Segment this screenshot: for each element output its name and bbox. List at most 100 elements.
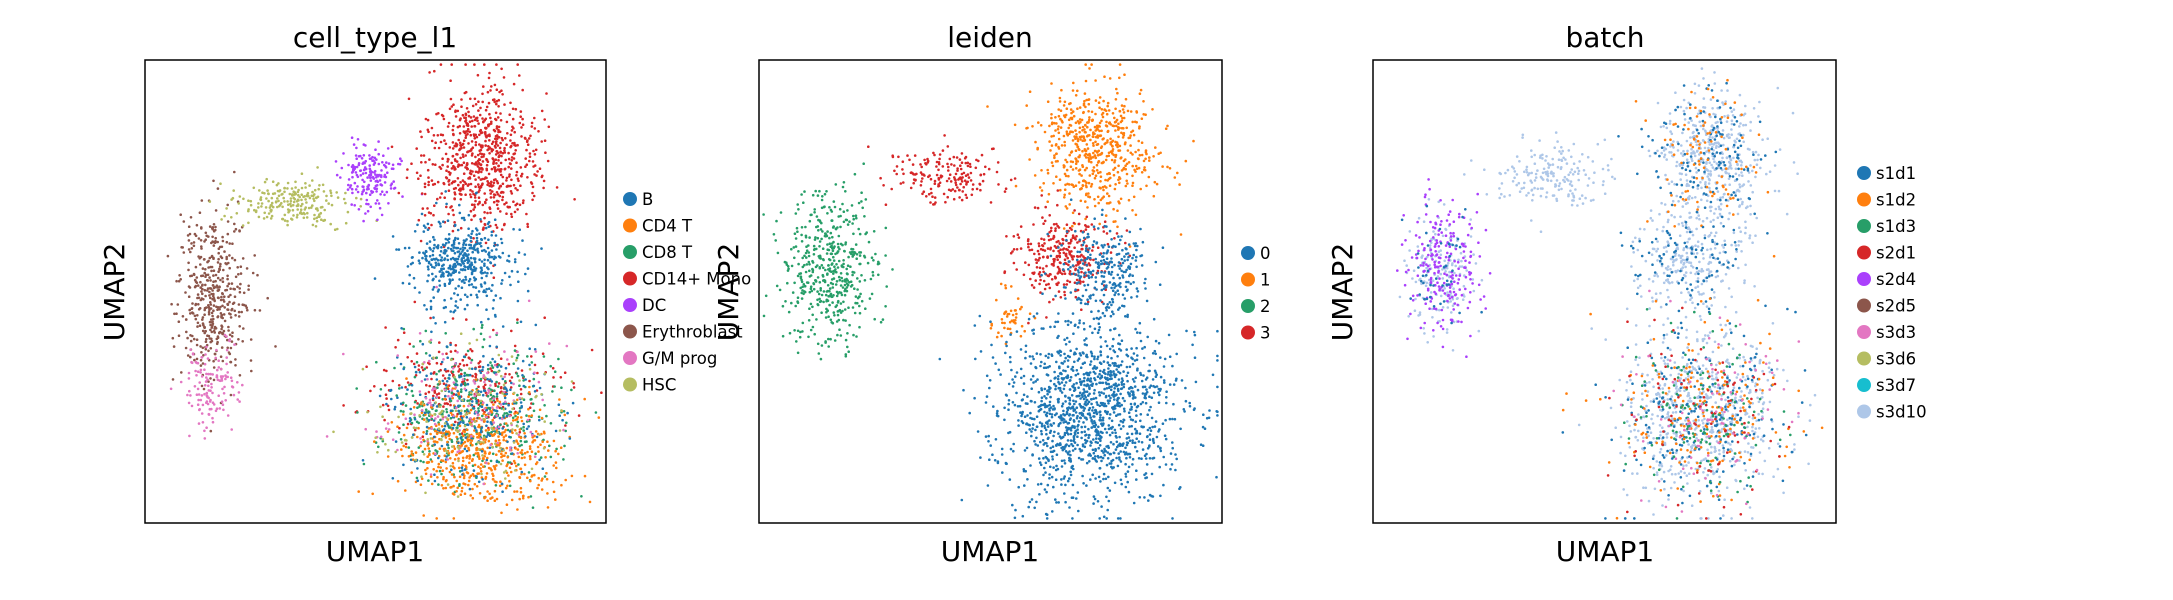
- data-point: [1144, 113, 1147, 116]
- data-point: [841, 185, 845, 189]
- data-point: [218, 265, 222, 268]
- data-point: [543, 139, 547, 142]
- data-point: [441, 157, 444, 160]
- data-point: [452, 414, 455, 418]
- data-point: [427, 274, 430, 277]
- data-point: [495, 150, 499, 153]
- data-point: [531, 185, 535, 189]
- data-point: [421, 450, 425, 454]
- data-point: [505, 392, 509, 396]
- data-point: [196, 370, 200, 374]
- data-point: [385, 397, 388, 400]
- data-point: [842, 220, 846, 224]
- data-point: [449, 79, 452, 82]
- data-point: [837, 318, 841, 322]
- data-point: [440, 444, 444, 448]
- data-point: [510, 381, 513, 385]
- data-point: [489, 393, 493, 397]
- data-point: [1107, 109, 1111, 112]
- data-point: [423, 411, 427, 415]
- data-point: [1124, 167, 1127, 171]
- data-point: [822, 300, 825, 304]
- data-point: [296, 203, 300, 206]
- data-point: [516, 448, 520, 451]
- data-point: [1069, 165, 1073, 168]
- data-point: [466, 124, 470, 127]
- data-point: [206, 402, 210, 406]
- data-point: [418, 370, 422, 374]
- data-point: [229, 287, 232, 291]
- data-point: [396, 396, 399, 400]
- data-point: [221, 277, 224, 280]
- data-point: [476, 451, 480, 455]
- data-point: [191, 352, 195, 356]
- data-point: [417, 426, 420, 430]
- data-point: [472, 174, 476, 177]
- data-point: [486, 420, 489, 424]
- data-point: [483, 222, 487, 226]
- data-point: [222, 392, 226, 395]
- data-point: [450, 63, 454, 66]
- data-point: [471, 496, 475, 500]
- data-point: [518, 476, 522, 480]
- data-point: [186, 393, 189, 397]
- data-point: [466, 295, 469, 299]
- data-point: [462, 421, 465, 425]
- data-point: [418, 405, 421, 408]
- data-point: [291, 208, 295, 212]
- data-point: [399, 402, 403, 406]
- data-point: [1078, 106, 1082, 109]
- data-point: [455, 435, 459, 439]
- legend-label: B: [642, 190, 653, 209]
- data-point: [495, 191, 499, 194]
- data-point: [513, 490, 516, 493]
- data-point: [376, 218, 379, 222]
- data-point: [516, 420, 520, 424]
- data-point: [509, 283, 512, 287]
- data-point: [544, 151, 547, 154]
- data-point: [463, 440, 467, 444]
- data-point: [267, 212, 271, 215]
- data-point: [368, 154, 371, 157]
- data-point: [828, 289, 831, 293]
- data-point: [794, 304, 797, 308]
- data-point: [412, 345, 415, 348]
- data-point: [427, 176, 430, 179]
- data-point: [1103, 142, 1106, 146]
- data-point: [440, 267, 443, 271]
- data-point: [1116, 209, 1119, 212]
- data-point: [808, 236, 811, 239]
- data-point: [211, 235, 214, 239]
- data-point: [474, 286, 478, 289]
- data-point: [459, 263, 463, 267]
- data-point: [847, 350, 850, 354]
- data-point: [421, 402, 425, 405]
- data-point: [534, 430, 538, 433]
- data-point: [865, 231, 868, 234]
- data-point: [563, 444, 566, 448]
- data-point: [495, 331, 499, 335]
- data-point: [433, 258, 437, 261]
- data-point: [374, 436, 378, 440]
- data-point: [462, 482, 465, 485]
- data-point: [516, 367, 520, 370]
- data-point: [794, 212, 798, 215]
- data-point: [394, 440, 398, 443]
- data-point: [427, 180, 431, 184]
- data-point: [470, 162, 474, 165]
- data-point: [1123, 104, 1126, 108]
- data-point: [469, 195, 473, 199]
- data-point: [249, 359, 253, 362]
- data-point: [277, 182, 280, 185]
- data-point: [480, 405, 484, 409]
- data-point: [847, 306, 850, 310]
- data-point: [413, 286, 417, 290]
- data-point: [425, 461, 429, 464]
- data-point: [456, 177, 460, 180]
- data-point: [530, 475, 533, 478]
- data-point: [830, 242, 834, 245]
- data-point: [845, 272, 849, 275]
- data-point: [507, 260, 511, 263]
- data-point: [828, 236, 831, 240]
- data-point: [530, 414, 534, 417]
